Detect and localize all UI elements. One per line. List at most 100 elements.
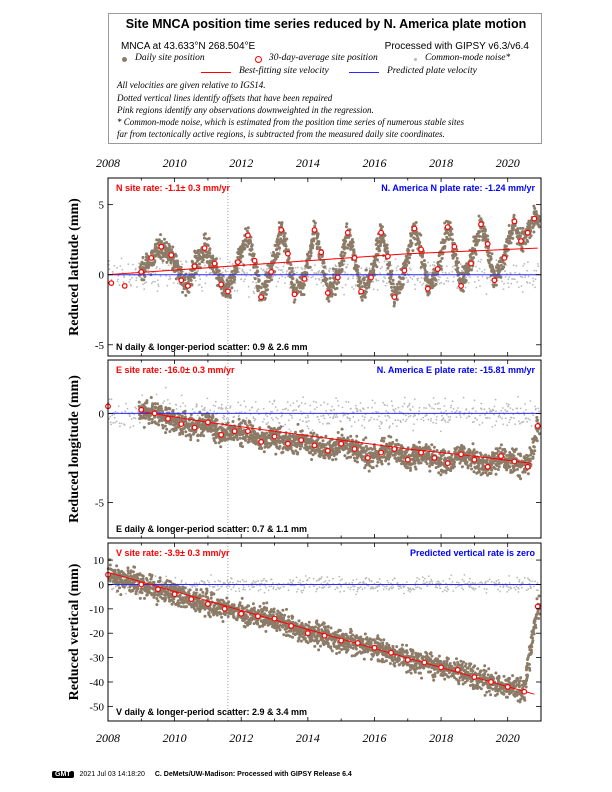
daily-point <box>147 422 151 425</box>
noise-point <box>537 407 540 410</box>
avg-points <box>108 215 538 301</box>
noise-point <box>117 274 120 277</box>
daily-point <box>455 256 459 260</box>
daily-point <box>380 462 384 466</box>
noise-point <box>525 409 527 411</box>
noise-point <box>323 401 325 404</box>
noise-point <box>299 418 301 421</box>
daily-point <box>439 457 443 461</box>
avg-point <box>351 254 358 261</box>
noise-point <box>449 416 452 418</box>
noise-point <box>439 407 441 410</box>
noise-point <box>370 416 373 419</box>
daily-point <box>176 259 180 263</box>
noise-point <box>135 277 138 279</box>
daily-point <box>186 280 190 284</box>
daily-point <box>492 269 496 273</box>
daily-point <box>342 259 346 263</box>
daily-point <box>208 248 212 252</box>
noise-point <box>166 284 169 287</box>
noise-point <box>248 409 251 411</box>
daily-point <box>302 293 306 297</box>
noise-point <box>445 279 448 282</box>
noise-point <box>386 404 389 407</box>
daily-point <box>387 263 391 267</box>
noise-point <box>361 415 364 417</box>
noise-point <box>491 426 494 428</box>
daily-point <box>527 225 531 229</box>
noise-point <box>343 293 345 296</box>
daily-point <box>183 275 187 279</box>
noise-point <box>383 260 386 263</box>
noise-point <box>283 262 286 265</box>
daily-point <box>352 250 356 254</box>
daily-point <box>332 454 336 458</box>
noise-key-label: Common-mode noise* <box>425 53 511 63</box>
noise-point <box>114 410 117 413</box>
noise-point <box>530 425 533 427</box>
daily-point <box>274 443 278 446</box>
noise-point <box>158 267 161 270</box>
noise-point <box>113 417 116 419</box>
daily-point <box>266 288 269 292</box>
noise-point <box>439 430 442 433</box>
noise-point <box>233 290 236 292</box>
avg-point <box>211 260 218 267</box>
noise-point <box>345 400 347 403</box>
noise-point <box>280 269 283 272</box>
daily-point <box>477 238 481 242</box>
daily-point <box>309 254 313 258</box>
noise-point <box>481 275 484 278</box>
daily-point <box>202 236 206 240</box>
noise-point <box>267 267 270 270</box>
noise-point <box>335 413 338 416</box>
noise-point <box>376 418 379 421</box>
daily-point <box>351 240 355 244</box>
y-tick-label: 0 <box>99 270 105 282</box>
noise-point <box>521 291 524 293</box>
daily-point <box>265 284 269 288</box>
noise-point <box>241 268 244 271</box>
daily-point <box>312 239 316 243</box>
noise-point <box>157 283 160 286</box>
noise-point <box>459 416 462 419</box>
noise-point <box>168 275 171 278</box>
daily-point <box>472 256 475 260</box>
daily-point <box>346 451 350 455</box>
noise-point <box>334 416 337 418</box>
daily-point <box>499 275 503 279</box>
noise-point <box>459 414 461 416</box>
noise-point <box>449 406 452 409</box>
noise-point <box>273 399 276 402</box>
daily-point <box>149 396 153 399</box>
daily-point <box>295 445 299 449</box>
daily-point <box>144 252 148 256</box>
noise-point <box>480 402 483 405</box>
daily-point <box>246 226 250 230</box>
noise-point <box>402 413 405 416</box>
noise-point <box>242 280 245 283</box>
noise-point <box>422 282 425 285</box>
daily-point <box>440 257 444 260</box>
noise-point <box>403 402 406 405</box>
noise-point <box>260 267 263 270</box>
daily-point <box>395 438 399 442</box>
daily-point <box>343 454 347 458</box>
daily-point <box>147 266 150 269</box>
daily-point <box>309 249 313 253</box>
noise-point <box>431 407 433 409</box>
noise-point <box>191 408 194 411</box>
noise-point <box>523 413 526 416</box>
noise-point <box>492 409 495 412</box>
daily-point <box>349 247 353 251</box>
noise-point <box>504 276 507 278</box>
daily-point <box>451 238 455 242</box>
daily-point <box>446 231 450 235</box>
noise-point <box>281 414 283 417</box>
noise-point <box>132 425 135 427</box>
daily-point <box>227 285 231 289</box>
noise-point <box>516 281 519 283</box>
avg-point <box>201 245 208 252</box>
noise-point <box>475 286 478 289</box>
noise-point <box>289 413 291 416</box>
